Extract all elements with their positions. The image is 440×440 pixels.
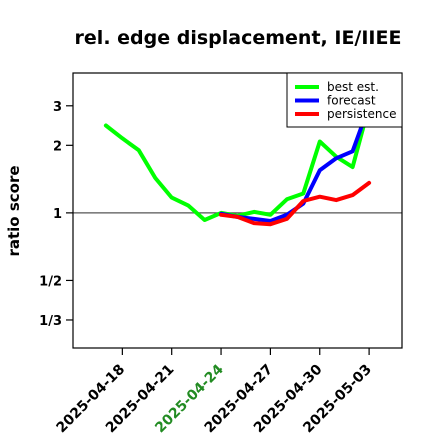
y-tick-label: 1/3: [39, 314, 62, 329]
plot-area: 3211/21/32025-04-182025-04-212025-04-242…: [39, 72, 403, 436]
y-tick-label: 1: [53, 207, 62, 222]
series-line-persistence: [219, 180, 372, 227]
chart-title: rel. edge displacement, IE/IIEE: [75, 27, 402, 49]
y-tick-label: 1/2: [39, 274, 62, 289]
y-tick-label: 2: [53, 139, 62, 154]
y-axis-label: ratio score: [5, 165, 23, 256]
plot-frame: [72, 72, 403, 349]
y-tick-label: 3: [53, 100, 62, 115]
legend-entry: forecast: [327, 94, 376, 108]
legend-entry: persistence: [327, 107, 396, 121]
legend-entry: best est.: [327, 80, 379, 94]
